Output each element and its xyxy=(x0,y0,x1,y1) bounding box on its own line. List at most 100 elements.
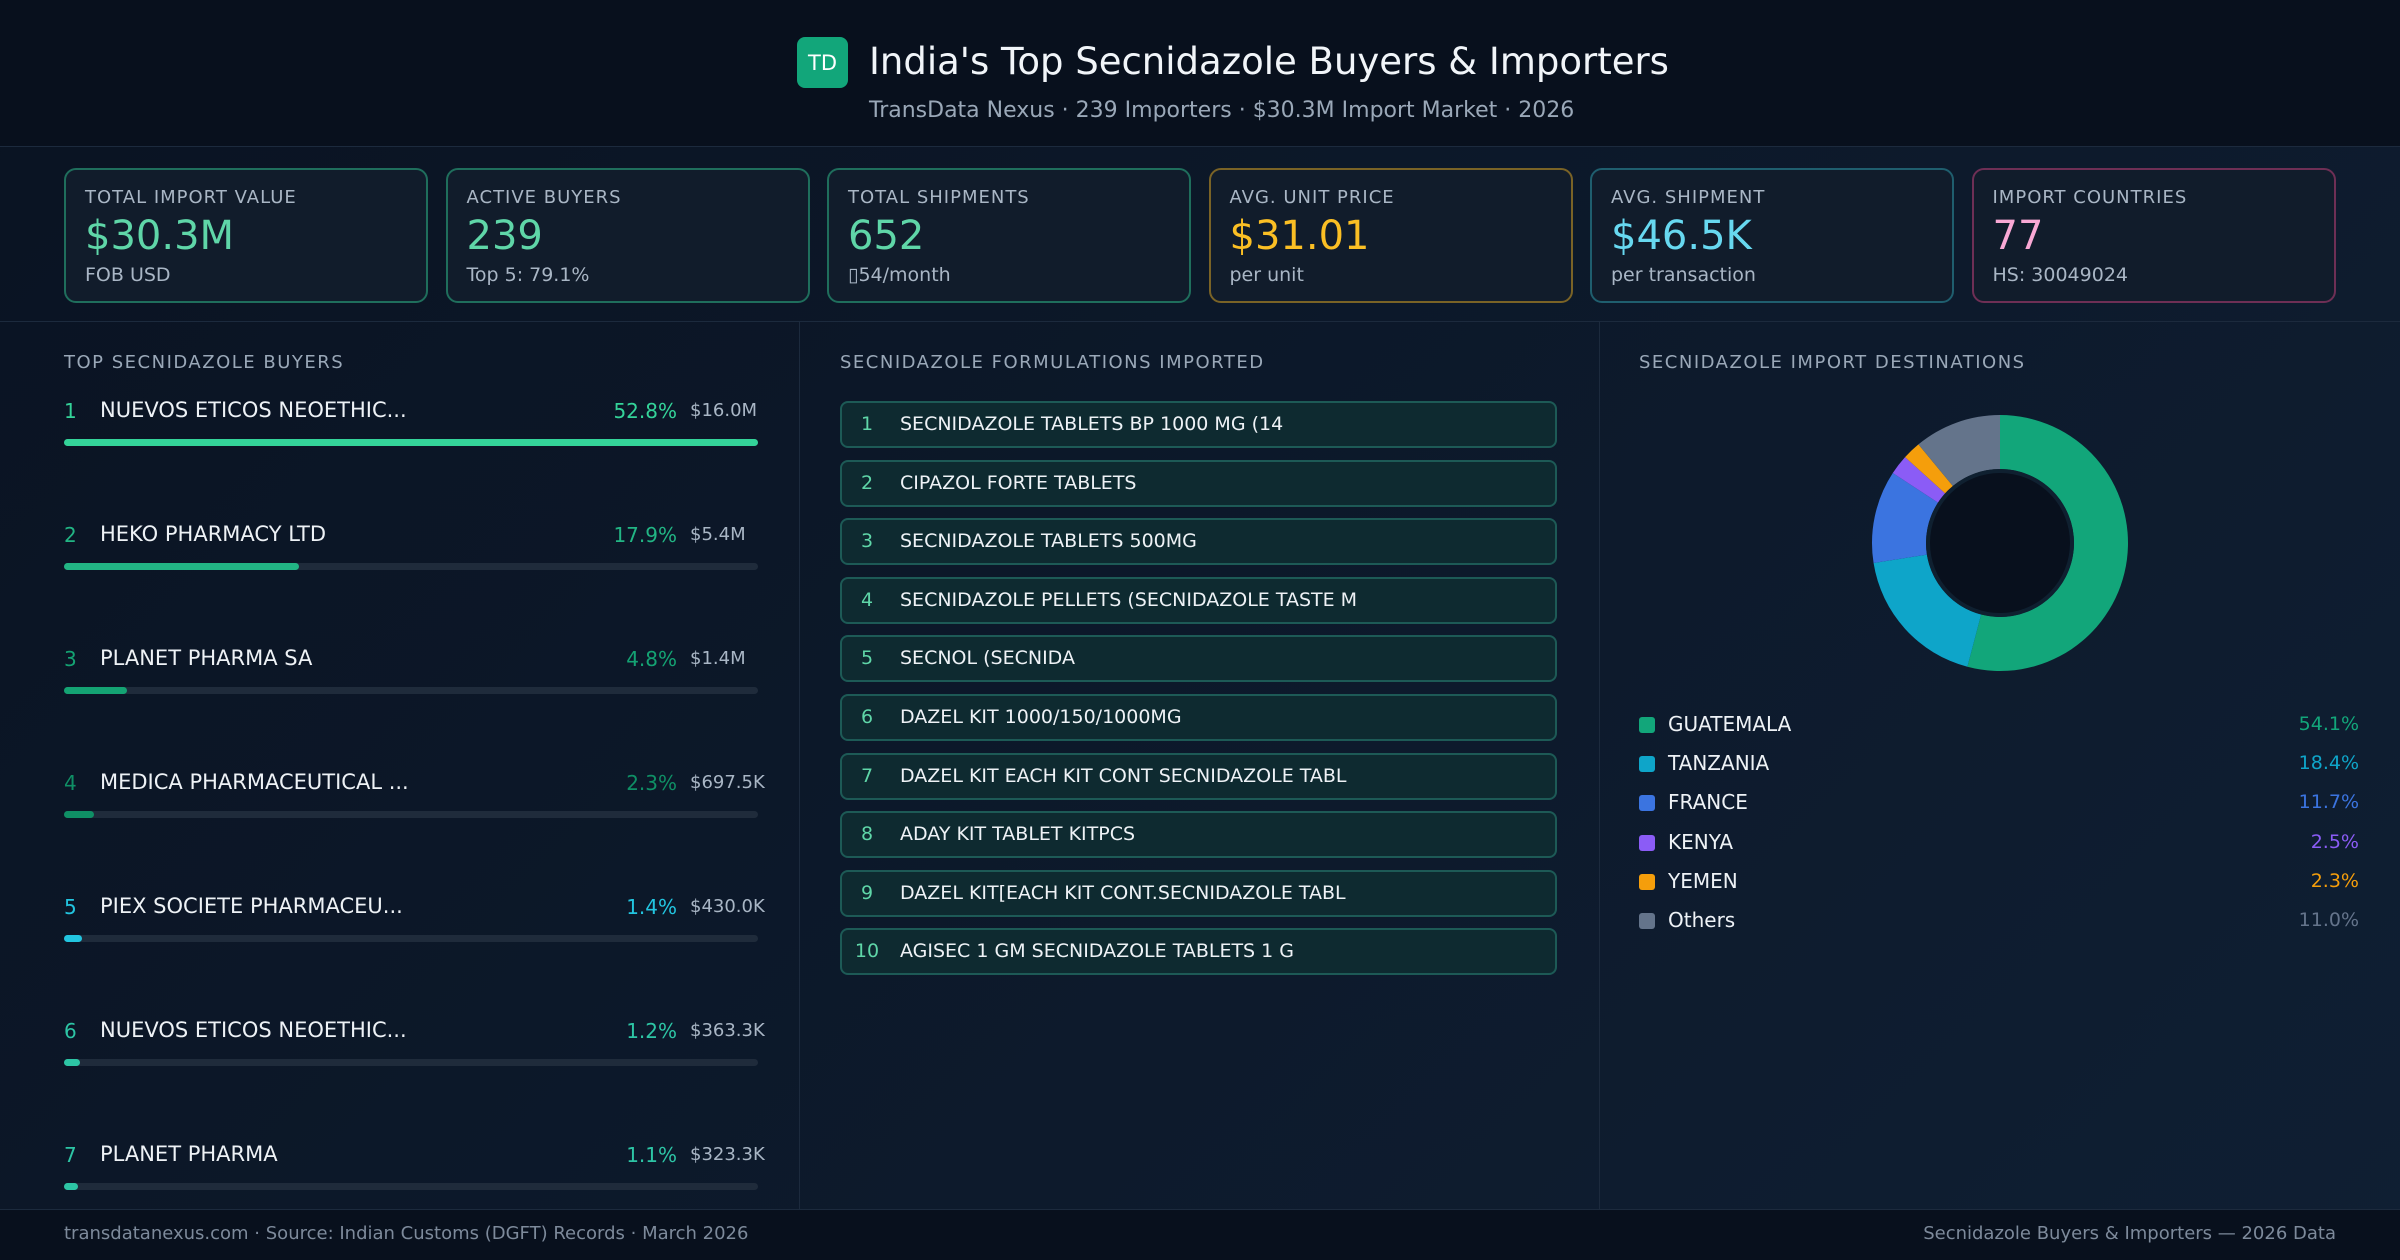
kpi-value: $46.5K xyxy=(1611,213,1752,259)
bar-track xyxy=(64,1183,758,1190)
bar-track xyxy=(64,935,758,942)
rank: 9 xyxy=(860,881,874,904)
formulation-name: ADAY KIT TABLET KITPCS xyxy=(900,823,1136,846)
value-label: $5.4M xyxy=(690,524,746,545)
formulation-name: SECNIDAZOLE TABLETS BP 1000 MG (14 xyxy=(900,413,1284,435)
donut-segment xyxy=(1873,554,1982,667)
buyer-name: NUEVOS ETICOS NEOETHIC... xyxy=(100,1018,407,1042)
share-bar xyxy=(64,563,300,570)
formulation-name: CIPAZOL FORTE TABLETS xyxy=(900,471,1137,494)
formulation-name: SECNOL (SECNIDA xyxy=(900,647,1075,670)
bar-track xyxy=(64,1059,758,1066)
formulation-row xyxy=(840,869,1557,917)
formulation-row xyxy=(840,518,1557,566)
kpi-card xyxy=(64,168,428,303)
kpi-card xyxy=(827,168,1191,303)
rank: 4 xyxy=(860,588,874,611)
kpi-value: 239 xyxy=(466,213,543,259)
rank: 3 xyxy=(860,530,874,553)
footer-left: transdatanexus.com · Source: Indian Cust… xyxy=(64,1223,749,1244)
legend-swatch xyxy=(1639,913,1655,929)
kpi-value: 652 xyxy=(848,213,925,259)
legend-swatch xyxy=(1639,873,1655,890)
value-label: $16.0M xyxy=(690,400,758,421)
legend-name: Others xyxy=(1668,908,1736,932)
formulation-row xyxy=(840,928,1557,976)
donut-segment xyxy=(1872,473,1939,564)
formulation-name: DAZEL KIT 1000/150/1000MG xyxy=(900,706,1182,728)
kpi-sub: per unit xyxy=(1229,264,1304,286)
value-label: $363.3K xyxy=(690,1020,765,1041)
formulation-row xyxy=(840,459,1557,507)
formulation-row xyxy=(840,635,1557,683)
kpi-label: IMPORT COUNTRIES xyxy=(1992,187,2188,208)
value-label: $1.4M xyxy=(690,648,746,669)
rank: 10 xyxy=(854,940,880,963)
legend-share: 2.5% xyxy=(2310,830,2359,853)
legend-name: FRANCE xyxy=(1668,790,1748,815)
divider xyxy=(799,321,800,1209)
rank: 2 xyxy=(64,523,77,547)
legend-swatch xyxy=(1639,756,1655,773)
kpi-card xyxy=(1208,168,1573,303)
kpi-sub: HS: 30049024 xyxy=(1992,264,2129,286)
formulation-name: SECNIDAZOLE PELLETS (SECNIDAZOLE TASTE M xyxy=(900,588,1358,611)
donut-segment xyxy=(1905,444,1953,494)
legend-share: 54.1% xyxy=(2298,713,2359,735)
share-label: 1.2% xyxy=(626,1019,677,1043)
legend-swatch xyxy=(1639,717,1655,733)
share-label: 52.8% xyxy=(613,399,677,423)
legend-share: 18.4% xyxy=(2298,752,2359,775)
donut-hole xyxy=(1926,469,2074,617)
formulation-row xyxy=(840,401,1557,448)
divider xyxy=(1599,321,1600,1209)
rank: 5 xyxy=(860,647,874,670)
share-bar xyxy=(64,811,95,818)
value-label: $430.0K xyxy=(690,896,765,917)
divider xyxy=(0,321,2400,322)
buyer-name: PIEX SOCIETE PHARMACEU... xyxy=(100,894,403,918)
bar-track xyxy=(64,687,758,694)
legend-share: 2.3% xyxy=(2310,869,2359,892)
legend-name: TANZANIA xyxy=(1668,751,1770,776)
kpi-label: TOTAL SHIPMENTS xyxy=(848,187,1030,208)
value-label: $697.5K xyxy=(690,772,765,793)
donut-segment xyxy=(1967,415,2128,671)
section-title: TOP SECNIDAZOLE BUYERS xyxy=(64,352,345,373)
legend-swatch xyxy=(1639,834,1655,851)
formulation-row xyxy=(840,752,1557,800)
share-label: 4.8% xyxy=(626,647,677,671)
header xyxy=(0,0,2400,147)
bar-track xyxy=(64,811,758,818)
donut-segment xyxy=(1918,415,2000,486)
buyer-name: PLANET PHARMA SA xyxy=(100,646,313,670)
donut-chart xyxy=(1872,415,2128,671)
kpi-sub: ▯54/month xyxy=(848,264,951,286)
rank: 5 xyxy=(64,895,77,919)
donut-segment xyxy=(1892,457,1946,503)
rank: 7 xyxy=(64,1143,77,1167)
kpi-label: AVG. SHIPMENT xyxy=(1611,187,1766,208)
kpi-value: $31.01 xyxy=(1229,213,1370,259)
rank: 4 xyxy=(64,771,77,795)
subtitle: TransData Nexus · 239 Importers · $30.3M… xyxy=(869,98,1575,123)
legend-name: KENYA xyxy=(1668,829,1734,854)
value-label: $323.3K xyxy=(690,1144,765,1165)
formulation-name: DAZEL KIT EACH KIT CONT SECNIDAZOLE TABL xyxy=(900,764,1347,787)
share-label: 2.3% xyxy=(626,771,677,795)
rank: 6 xyxy=(860,706,874,728)
kpi-label: ACTIVE BUYERS xyxy=(466,187,622,208)
kpi-sub: FOB USD xyxy=(85,264,171,286)
share-bar xyxy=(64,1183,79,1190)
formulation-row xyxy=(840,811,1557,859)
share-label: 1.4% xyxy=(626,895,677,919)
legend-share: 11.0% xyxy=(2298,909,2359,931)
buyer-name: NUEVOS ETICOS NEOETHIC... xyxy=(100,398,407,422)
section-title: SECNIDAZOLE IMPORT DESTINATIONS xyxy=(1639,352,2026,373)
legend-name: GUATEMALA xyxy=(1668,712,1792,736)
rank: 6 xyxy=(64,1019,77,1043)
share-bar xyxy=(64,687,128,694)
share-bar xyxy=(64,935,83,942)
rank: 1 xyxy=(64,399,77,423)
